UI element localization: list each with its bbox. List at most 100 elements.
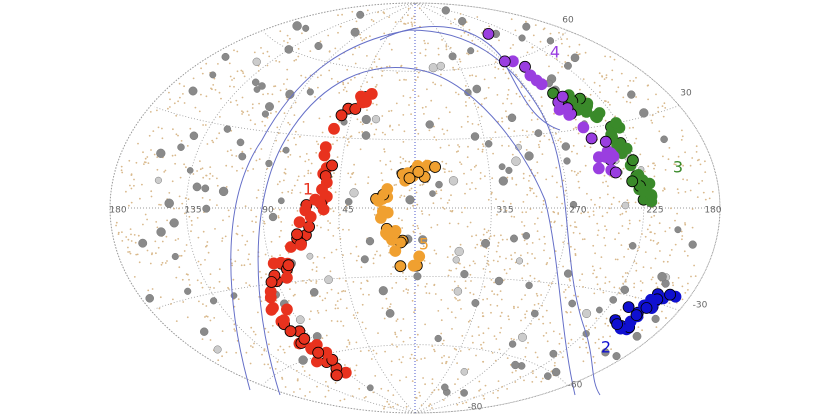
background-source xyxy=(603,100,606,102)
grey-source xyxy=(164,198,174,209)
background-source xyxy=(281,376,283,379)
background-source xyxy=(403,22,405,25)
background-source xyxy=(398,124,400,126)
background-source xyxy=(135,161,138,164)
background-source xyxy=(286,34,289,37)
background-source xyxy=(175,320,178,322)
background-source xyxy=(336,156,339,159)
background-source xyxy=(524,316,527,319)
background-source xyxy=(627,248,630,251)
background-layer xyxy=(109,2,721,414)
background-source xyxy=(599,287,601,290)
background-source xyxy=(450,194,452,197)
background-source xyxy=(326,292,329,294)
background-source xyxy=(650,216,653,219)
background-source xyxy=(356,311,359,314)
background-source xyxy=(303,370,306,372)
background-source xyxy=(226,150,229,153)
background-source xyxy=(558,31,560,34)
background-source xyxy=(488,237,491,240)
background-source xyxy=(583,211,585,214)
background-source xyxy=(651,114,654,117)
background-source xyxy=(366,81,368,83)
background-source xyxy=(301,365,304,368)
background-source xyxy=(364,327,367,330)
background-source xyxy=(500,234,502,237)
grey-source xyxy=(298,355,308,365)
background-source xyxy=(604,55,606,58)
background-source xyxy=(588,215,591,218)
background-source xyxy=(323,256,326,259)
grey-source xyxy=(201,184,210,193)
background-source xyxy=(338,358,341,361)
background-source xyxy=(690,275,692,278)
background-source xyxy=(616,258,619,261)
grey-source xyxy=(441,383,449,392)
grey-source xyxy=(188,86,198,96)
background-source xyxy=(549,32,552,35)
background-source xyxy=(408,160,411,163)
background-source xyxy=(474,187,477,190)
background-source xyxy=(327,34,330,37)
background-source xyxy=(362,293,365,296)
background-source xyxy=(347,339,350,342)
background-source xyxy=(399,156,402,159)
background-source xyxy=(334,304,337,306)
background-source xyxy=(551,175,554,178)
background-source xyxy=(366,109,368,111)
grey-source xyxy=(609,296,618,304)
background-source xyxy=(546,262,549,264)
group-source xyxy=(316,183,328,196)
background-source xyxy=(680,139,683,141)
background-source xyxy=(320,226,322,229)
background-source xyxy=(667,158,670,161)
background-source xyxy=(424,48,427,51)
background-source xyxy=(366,280,369,283)
background-source xyxy=(626,199,629,202)
grey-source xyxy=(138,238,148,248)
background-source xyxy=(442,167,445,170)
background-source xyxy=(467,320,470,323)
background-source xyxy=(460,126,463,128)
background-source xyxy=(205,62,208,65)
background-source xyxy=(345,307,348,309)
background-source xyxy=(634,296,637,299)
background-source xyxy=(577,180,580,183)
background-source xyxy=(204,316,206,318)
background-source xyxy=(437,53,440,56)
grey-source xyxy=(371,115,381,124)
background-source xyxy=(682,178,684,181)
background-source xyxy=(367,349,370,352)
background-source xyxy=(383,148,385,151)
background-source xyxy=(348,341,351,344)
background-source xyxy=(327,229,330,231)
background-source xyxy=(310,310,312,313)
background-source xyxy=(187,198,190,201)
background-source xyxy=(418,7,421,10)
background-source xyxy=(490,311,492,314)
background-source xyxy=(225,164,228,167)
background-source xyxy=(257,70,260,72)
background-source xyxy=(359,37,362,39)
background-source xyxy=(307,172,310,175)
background-source xyxy=(144,157,147,160)
background-source xyxy=(178,82,181,85)
background-source xyxy=(402,157,405,160)
background-source xyxy=(409,96,412,99)
background-source xyxy=(456,362,458,364)
background-source xyxy=(301,280,304,282)
background-source xyxy=(657,106,659,109)
background-source xyxy=(259,270,261,273)
background-source xyxy=(585,341,587,344)
background-source xyxy=(620,244,623,247)
background-source xyxy=(681,298,684,301)
background-source xyxy=(262,52,265,55)
background-source xyxy=(556,181,558,184)
group-source xyxy=(622,301,635,314)
background-source xyxy=(405,288,408,291)
background-source xyxy=(293,59,296,62)
background-source xyxy=(319,98,322,100)
background-source xyxy=(664,169,667,171)
background-source xyxy=(419,232,422,235)
background-source xyxy=(445,45,448,48)
